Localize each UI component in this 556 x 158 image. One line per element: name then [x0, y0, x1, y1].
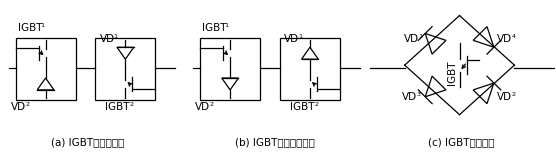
Text: $_2$: $_2$ — [209, 100, 215, 109]
Text: IGBT: IGBT — [18, 22, 42, 33]
Text: $_1$: $_1$ — [113, 32, 119, 41]
Bar — [96, 38, 155, 100]
Bar — [280, 38, 340, 100]
Text: $_3$: $_3$ — [416, 90, 421, 99]
Text: $_1$: $_1$ — [39, 21, 45, 30]
Bar — [200, 38, 260, 100]
Text: VD: VD — [497, 92, 512, 102]
Text: VD: VD — [11, 102, 26, 112]
Text: IGBT: IGBT — [446, 61, 456, 85]
Text: VD: VD — [404, 34, 419, 44]
Text: (c) IGBT桥式结构: (c) IGBT桥式结构 — [428, 137, 495, 147]
Text: $_2$: $_2$ — [511, 90, 517, 99]
Text: VD: VD — [195, 102, 210, 112]
Text: VD: VD — [100, 34, 115, 44]
Text: IGBT: IGBT — [202, 22, 227, 33]
Text: $_1$: $_1$ — [224, 21, 230, 30]
Bar — [16, 38, 76, 100]
Text: $_2$: $_2$ — [130, 100, 135, 109]
Text: VD: VD — [284, 34, 299, 44]
Text: IGBT: IGBT — [290, 102, 315, 112]
Text: $_2$: $_2$ — [314, 100, 319, 109]
Text: $_2$: $_2$ — [24, 100, 30, 109]
Text: $_1$: $_1$ — [298, 32, 304, 41]
Text: (a) IGBT共射极结构: (a) IGBT共射极结构 — [51, 137, 124, 147]
Text: VD: VD — [402, 92, 418, 102]
Text: (b) IGBT共集电极结构: (b) IGBT共集电极结构 — [235, 137, 315, 147]
Text: VD: VD — [497, 34, 512, 44]
Text: $_1$: $_1$ — [418, 32, 424, 41]
Text: IGBT: IGBT — [106, 102, 130, 112]
Text: $_4$: $_4$ — [511, 32, 517, 41]
